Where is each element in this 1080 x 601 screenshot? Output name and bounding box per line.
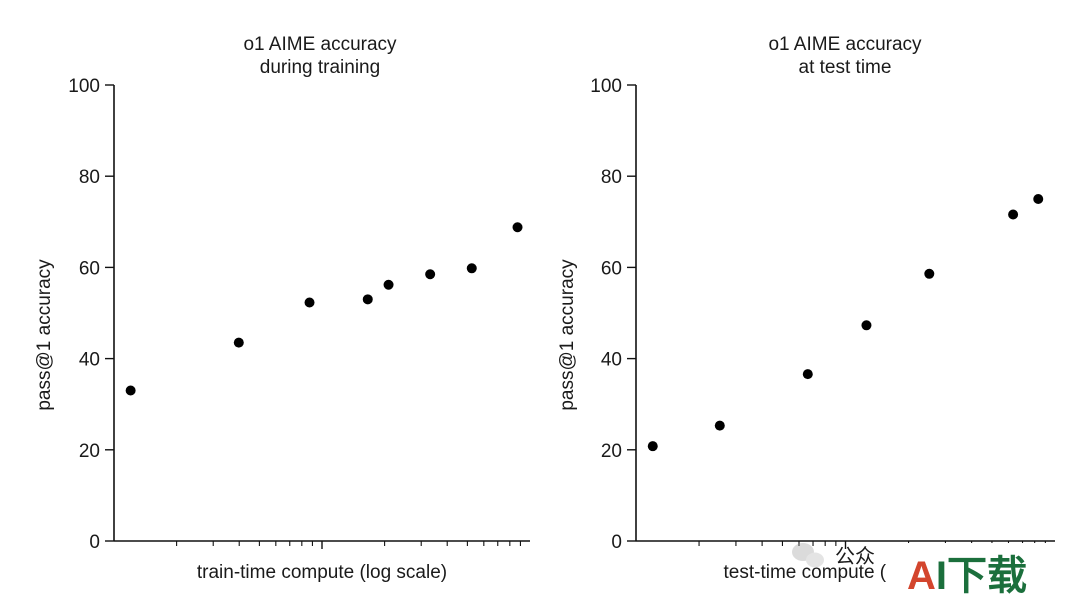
data-point bbox=[304, 297, 315, 308]
wechat-icon bbox=[792, 543, 824, 568]
data-point bbox=[924, 268, 935, 279]
y-axis-label: pass@1 accuracy bbox=[557, 259, 578, 411]
data-point bbox=[362, 294, 373, 305]
watermark-logo-box bbox=[886, 543, 1062, 601]
chart-title-line-1: o1 AIME accuracy bbox=[243, 34, 397, 55]
y-tick-label: 40 bbox=[79, 350, 100, 371]
y-tick-label: 80 bbox=[601, 167, 622, 188]
data-point bbox=[714, 420, 725, 431]
y-tick-label: 40 bbox=[601, 350, 622, 371]
y-tick-label: 60 bbox=[601, 258, 622, 279]
y-tick-label: 100 bbox=[590, 76, 622, 97]
watermark-logo: AI下载 bbox=[907, 554, 1027, 598]
y-tick-label: 20 bbox=[601, 441, 622, 462]
watermark-text: 公众 bbox=[835, 545, 875, 568]
y-tick-label: 0 bbox=[611, 532, 622, 553]
y-tick-label: 20 bbox=[79, 441, 100, 462]
chart-title-line-2: at test time bbox=[799, 57, 892, 78]
watermark: 公众 AI下载 bbox=[792, 543, 1062, 601]
y-tick-label: 60 bbox=[79, 258, 100, 279]
data-point bbox=[125, 385, 136, 396]
data-point bbox=[802, 369, 813, 380]
data-point bbox=[383, 279, 394, 290]
data-point bbox=[1008, 209, 1019, 220]
data-point bbox=[647, 441, 658, 452]
data-point bbox=[512, 222, 523, 233]
data-point bbox=[425, 269, 436, 280]
chart-title-line-2: during training bbox=[260, 57, 380, 78]
chart-title-line-1: o1 AIME accuracy bbox=[768, 34, 922, 55]
y-axis-label: pass@1 accuracy bbox=[34, 259, 55, 411]
data-point bbox=[1033, 194, 1044, 204]
data-point bbox=[233, 337, 244, 348]
y-tick-label: 0 bbox=[89, 532, 100, 553]
data-point bbox=[466, 263, 477, 274]
data-point bbox=[861, 320, 872, 331]
y-tick-label: 80 bbox=[79, 167, 100, 188]
y-tick-label: 100 bbox=[68, 76, 100, 97]
x-axis-label: train-time compute (log scale) bbox=[197, 562, 447, 583]
